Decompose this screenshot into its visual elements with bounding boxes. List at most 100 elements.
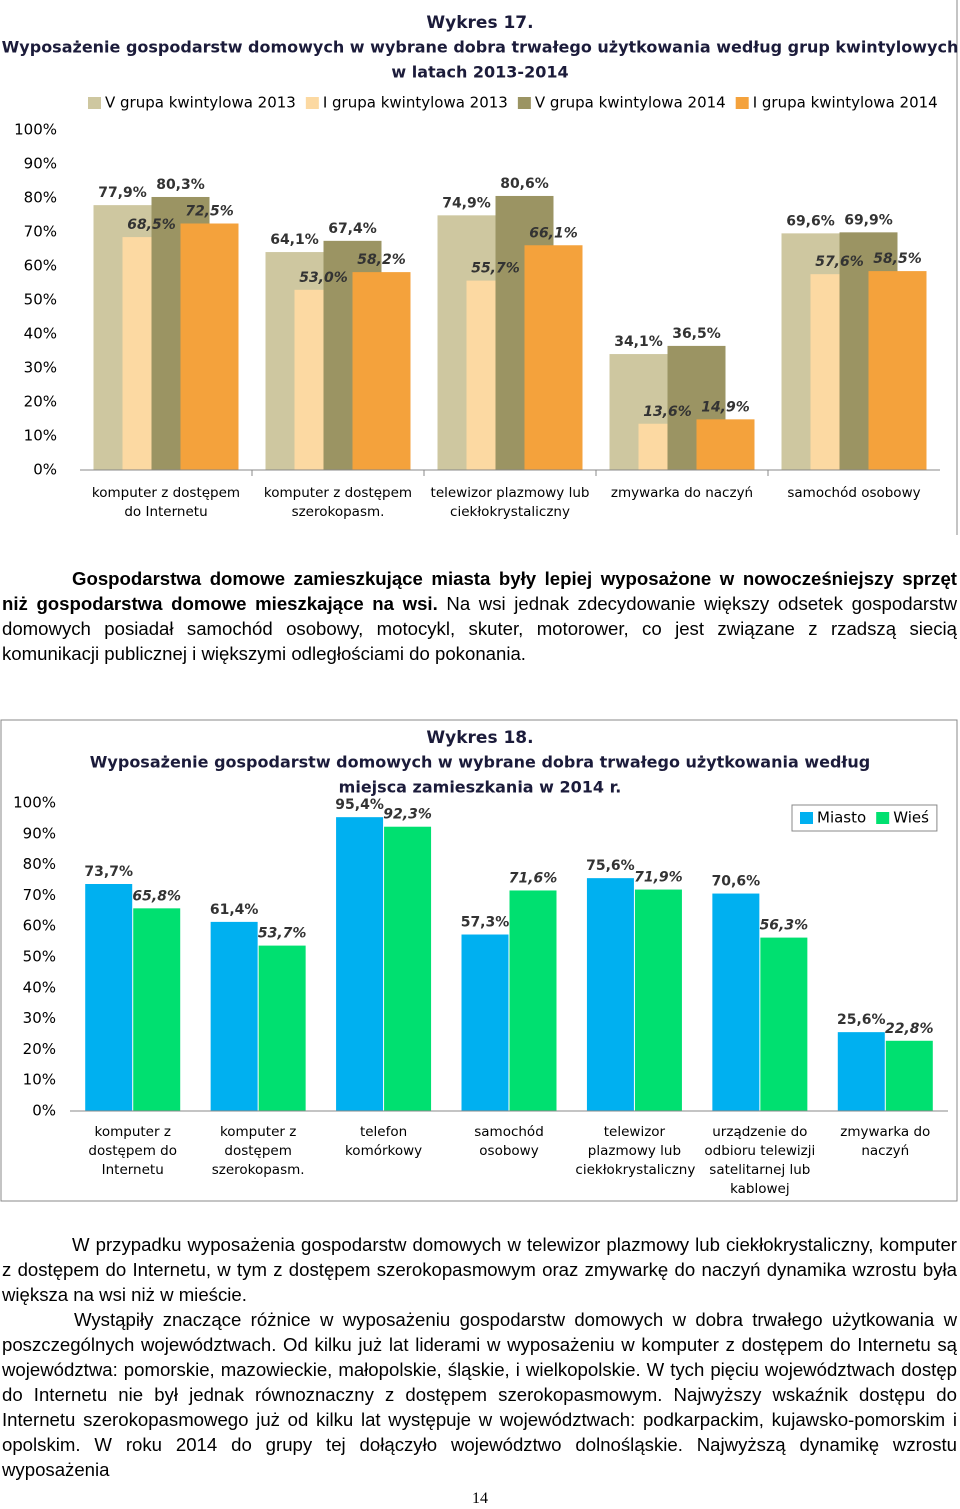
x-tick-label: komputer z dostępem szerokopasm. [211, 1124, 305, 1178]
x-tick-label: komputer z dostępem do Internetu [88, 1124, 177, 1178]
x-tick-label: telewizor plazmowy lub ciekłokrystaliczn… [575, 1124, 696, 1178]
legend-swatch [876, 812, 890, 824]
value-label: 53,0% [299, 270, 348, 286]
legend-swatch [88, 97, 101, 109]
y-tick-label: 90% [24, 155, 57, 173]
y-tick-label: 0% [32, 1102, 56, 1120]
y-tick-label: 50% [23, 948, 56, 966]
value-label: 25,6% [837, 1012, 886, 1028]
y-tick-label: 100% [14, 121, 57, 139]
paragraph-text: Na wsi jednak zdecydowanie większy odset… [2, 593, 957, 664]
x-tick-label: telewizor plazmowy lub ciekłokrystaliczn… [430, 485, 590, 520]
x-tick-label: komputer z dostępem do Internetu [91, 485, 241, 520]
y-tick-label: 40% [24, 325, 57, 343]
value-label: 13,6% [643, 404, 692, 420]
y-tick-label: 10% [23, 1071, 56, 1089]
y-tick-label: 60% [24, 257, 57, 275]
y-tick-label: 50% [24, 291, 57, 309]
bar [712, 893, 760, 1111]
paragraph-text: W przypadku wyposażenia gospodarstw domo… [2, 1234, 957, 1305]
value-label: 77,9% [98, 185, 147, 201]
legend-swatch [735, 97, 749, 109]
value-label: 67,4% [328, 221, 377, 237]
value-label: 92,3% [383, 807, 432, 823]
value-label: 57,6% [815, 254, 864, 270]
chart-title: Wykres 17. [426, 13, 533, 33]
bar [258, 945, 306, 1111]
chart-subtitle: miejsca zamieszkania w 2014 r. [339, 778, 622, 797]
bar [868, 271, 927, 470]
x-tick-label: samochód osobowy [787, 485, 921, 501]
bar [509, 890, 557, 1111]
value-label: 95,4% [335, 797, 384, 813]
y-tick-label: 20% [23, 1040, 56, 1058]
bar [352, 272, 411, 470]
value-label: 71,6% [509, 870, 558, 886]
bar [461, 934, 509, 1111]
x-tick-label: urządzenie do odbioru telewizji satelita… [704, 1124, 816, 1197]
y-tick-label: 20% [24, 393, 57, 411]
y-tick-label: 0% [33, 461, 57, 479]
value-label: 80,6% [500, 176, 549, 192]
bar [210, 921, 258, 1111]
value-label: 34,1% [614, 334, 663, 350]
paragraph-text: Wystąpiły znaczące różnice w wyposażeniu… [2, 1309, 957, 1480]
legend-label: I grupa kwintylowa 2013 [323, 94, 508, 112]
legend-swatch [305, 97, 319, 109]
x-tick-label: samochód osobowy [474, 1124, 544, 1159]
bar [837, 1032, 885, 1111]
legend-label: V grupa kwintylowa 2014 [535, 94, 726, 112]
value-label: 68,5% [127, 217, 176, 233]
x-tick-label: telefon komórkowy [344, 1124, 423, 1159]
value-label: 75,6% [586, 858, 635, 874]
y-tick-label: 60% [23, 917, 56, 935]
chart-subtitle: Wyposażenie gospodarstw domowych w wybra… [2, 38, 959, 57]
value-label: 71,9% [634, 870, 683, 886]
y-tick-label: 70% [24, 223, 57, 241]
value-label: 69,9% [844, 212, 893, 228]
y-tick-label: 80% [24, 189, 57, 207]
bar [760, 937, 808, 1111]
legend-label: Wieś [893, 809, 929, 827]
y-tick-label: 30% [23, 1009, 56, 1027]
bar [586, 878, 634, 1111]
y-tick-label: 40% [23, 978, 56, 996]
bar [524, 245, 583, 470]
value-label: 56,3% [760, 918, 809, 934]
chart-subtitle: w latach 2013-2014 [391, 63, 568, 82]
value-label: 80,3% [156, 177, 205, 193]
bar [180, 223, 239, 470]
value-label: 53,7% [258, 926, 307, 942]
x-tick-label: zmywarka do naczyń [840, 1124, 931, 1159]
bar [696, 419, 755, 470]
paragraph-bold: Gospodarstwa domowe zamieszkujące miasta… [2, 568, 957, 614]
bar [634, 889, 682, 1111]
bar [885, 1040, 933, 1111]
value-label: 61,4% [210, 902, 259, 918]
legend-box [791, 804, 938, 832]
chart-subtitle: Wyposażenie gospodarstw domowych w wybra… [90, 753, 870, 772]
bar [336, 817, 384, 1111]
page-number: 14 [472, 1490, 488, 1507]
value-label: 69,6% [786, 213, 835, 229]
value-label: 55,7% [471, 261, 520, 277]
value-label: 65,8% [132, 888, 181, 904]
paragraph: W przypadku wyposażenia gospodarstw domo… [2, 1232, 957, 1307]
value-label: 70,6% [712, 874, 761, 890]
legend-swatch [517, 97, 531, 109]
bar [384, 826, 432, 1111]
legend-label: Miasto [817, 809, 866, 827]
value-label: 14,9% [701, 399, 750, 415]
chart-frame [0, 719, 958, 1202]
value-label: 57,3% [461, 915, 510, 931]
value-label: 58,2% [357, 252, 406, 268]
bar [133, 908, 181, 1111]
value-label: 64,1% [270, 232, 319, 248]
value-label: 73,7% [84, 864, 133, 880]
paragraph: Wystąpiły znaczące różnice w wyposażeniu… [2, 1307, 957, 1482]
y-tick-label: 10% [24, 427, 57, 445]
y-tick-label: 80% [23, 855, 56, 873]
value-label: 36,5% [672, 326, 721, 342]
